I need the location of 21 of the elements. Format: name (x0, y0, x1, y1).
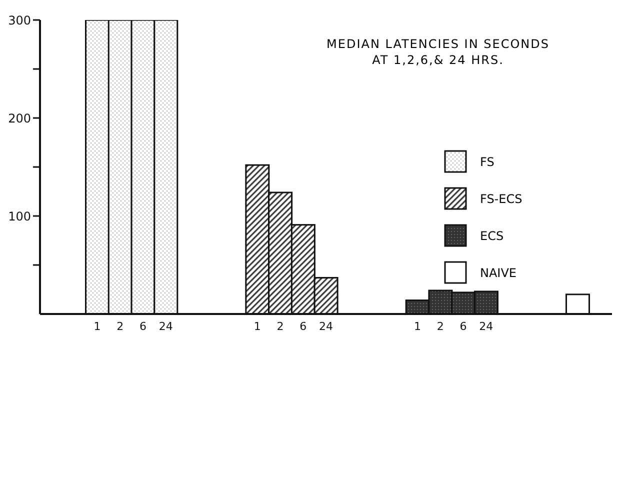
y-tick-label: 200 (8, 111, 31, 126)
text: AT 1,2,6,& 24 HRS. (371, 52, 505, 68)
y-tick-label: 100 (8, 209, 31, 224)
legend-label: FS (480, 154, 494, 168)
x-tick-label: 2 (116, 320, 124, 333)
legend-label: NAIVE (480, 266, 517, 280)
x-tick-label: 24 (319, 320, 333, 333)
x-tick-label: 1 (414, 320, 422, 333)
text: MEDIAN LATENCIES IN SECONDS (326, 36, 550, 52)
legend-label: ECS (480, 228, 504, 242)
x-tick-label: 24 (158, 320, 173, 333)
x-tick-label: 1 (94, 320, 101, 333)
y-tick-label: 300 (8, 13, 31, 28)
x-tick-label: 6 (139, 320, 146, 333)
x-tick-label: 2 (436, 320, 444, 333)
x-tick-label: 1 (254, 320, 261, 333)
x-tick-label: 24 (479, 320, 494, 333)
x-tick-label: 6 (300, 320, 307, 333)
x-tick-label: 6 (460, 320, 467, 333)
legend-label: FS-ECS (480, 192, 522, 206)
x-tick-label: 2 (276, 320, 284, 333)
